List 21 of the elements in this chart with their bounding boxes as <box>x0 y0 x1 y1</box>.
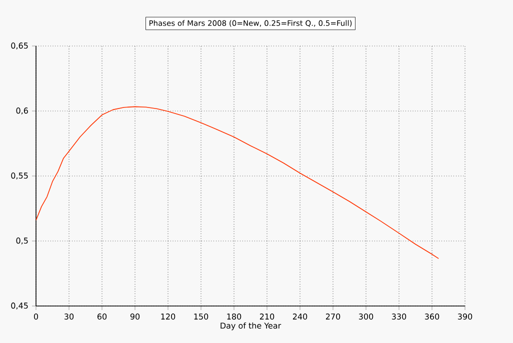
y-tick-label: 0,55 <box>11 172 28 180</box>
x-tick-label: 180 <box>227 314 242 320</box>
x-tick-label: 390 <box>458 314 472 320</box>
x-tick-label: 270 <box>326 314 340 320</box>
x-tick-label: 210 <box>260 314 274 320</box>
line-series <box>36 106 440 259</box>
x-tick-label: 60 <box>97 314 107 320</box>
x-tick-label: 240 <box>292 314 308 320</box>
x-tick-label: 150 <box>194 314 208 320</box>
x-tick-label: 360 <box>424 314 440 320</box>
x-tick-label: 30 <box>64 314 74 320</box>
y-tick-label: 0,6 <box>16 108 28 114</box>
x-tick-label: 120 <box>161 314 176 320</box>
y-tick-label: 0,5 <box>16 238 28 244</box>
x-tick-label: 0 <box>34 314 38 320</box>
x-tick-label: 300 <box>358 314 374 320</box>
y-tick-label: 0,45 <box>11 302 28 310</box>
x-axis-title: Day of the Year <box>220 322 282 330</box>
x-tick-label: 90 <box>130 314 140 320</box>
x-tick-label: 330 <box>392 314 406 320</box>
y-tick-label: 0,65 <box>11 42 28 50</box>
